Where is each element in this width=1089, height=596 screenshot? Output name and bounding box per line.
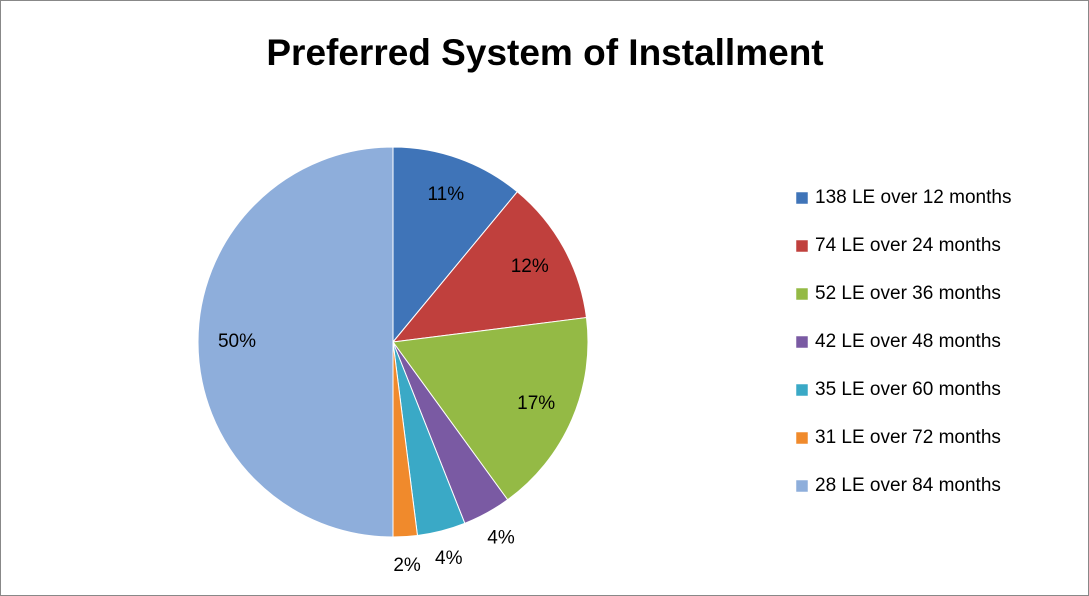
legend-label: 138 LE over 12 months [815,187,1011,208]
data-label: 4% [435,548,463,569]
legend-swatch [795,479,809,493]
legend-swatch [795,191,809,205]
legend-swatch [795,287,809,301]
legend-label: 35 LE over 60 months [815,379,1001,400]
legend-label: 28 LE over 84 months [815,475,1001,496]
legend-label: 74 LE over 24 months [815,235,1001,256]
data-label: 11% [428,184,465,205]
data-label: 12% [511,256,549,277]
legend-swatch [795,335,809,349]
legend-label: 52 LE over 36 months [815,283,1001,304]
legend-label: 31 LE over 72 months [815,427,1001,448]
data-label: 4% [487,528,515,549]
pie-slice [392,317,589,501]
pie-slice [392,146,519,344]
data-label: 17% [517,393,555,414]
legend-swatch [795,431,809,445]
pie-slice [391,191,588,343]
pie-slice [197,146,394,538]
legend-swatch [795,239,809,253]
data-label: 50% [218,331,256,352]
chart-title: Preferred System of Installment [266,32,823,73]
data-label: 2% [393,555,421,576]
legend-swatch [795,383,809,397]
legend-label: 42 LE over 48 months [815,331,1001,352]
